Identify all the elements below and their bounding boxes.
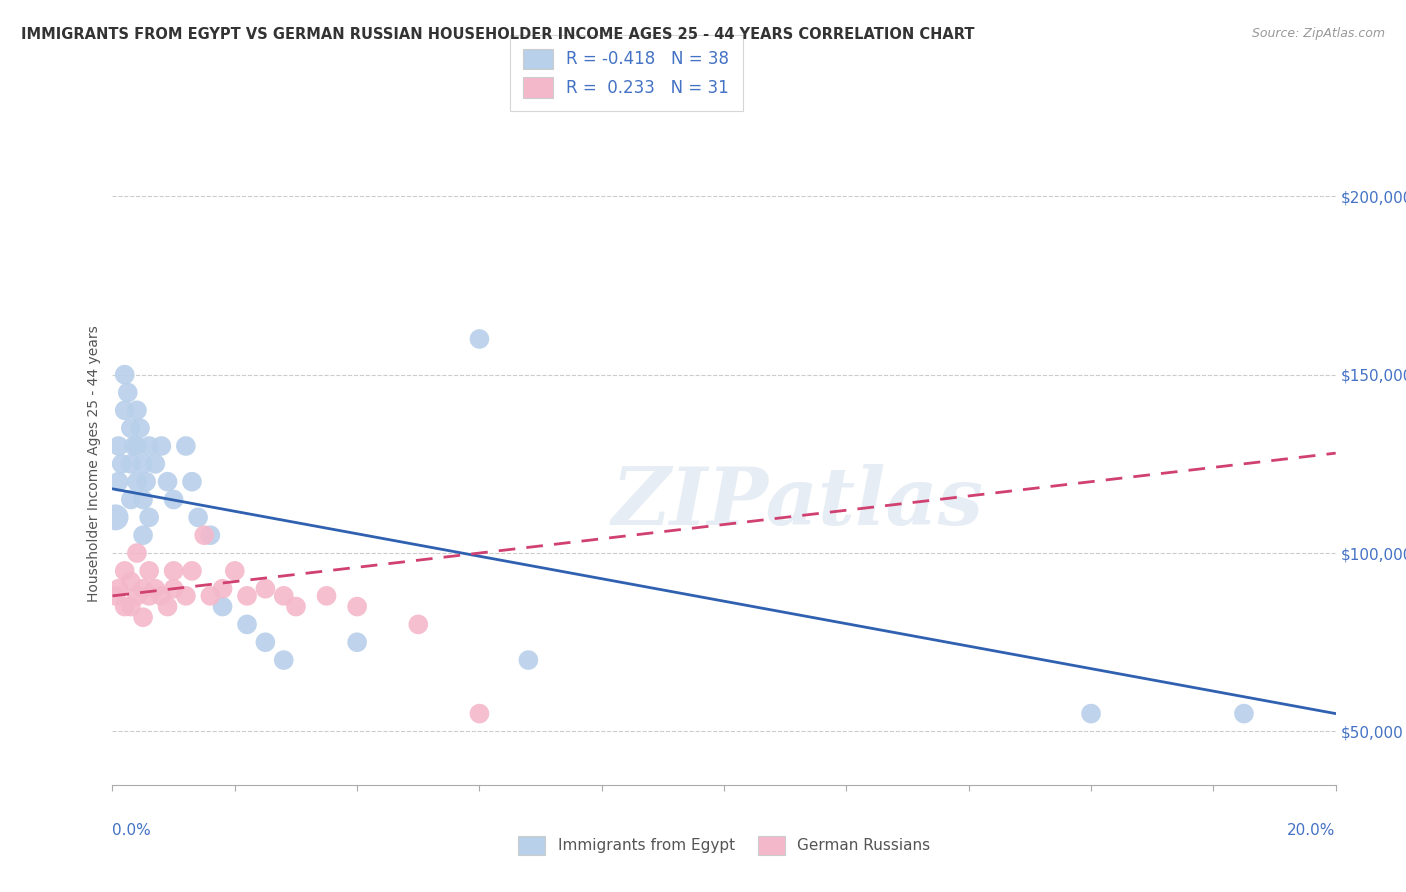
Point [117,385,139,400]
Point [1080,706,1102,721]
Point [132,457,155,471]
Point [200,589,222,603]
Point [114,564,136,578]
Point [254,582,277,596]
Point [107,439,129,453]
Point [150,439,173,453]
Point [120,574,142,589]
Point [174,589,197,603]
Y-axis label: Householder Income Ages 25 - 44 years: Householder Income Ages 25 - 44 years [87,326,101,602]
Point [135,475,157,489]
Point [236,589,259,603]
Point [138,589,160,603]
Point [284,599,308,614]
Text: ZIPatlas: ZIPatlas [612,464,984,541]
Point [132,582,155,596]
Point [120,492,142,507]
Point [193,528,215,542]
Point [114,368,136,382]
Point [125,546,148,560]
Point [120,599,142,614]
Point [1233,706,1256,721]
Text: 20.0%: 20.0% [1288,823,1336,838]
Point [254,635,277,649]
Point [236,617,259,632]
Point [132,610,155,624]
Point [163,564,186,578]
Point [211,599,233,614]
Legend: Immigrants from Egypt, German Russians: Immigrants from Egypt, German Russians [512,830,936,861]
Point [181,475,204,489]
Point [163,492,186,507]
Point [346,599,368,614]
Point [468,706,491,721]
Point [125,403,148,417]
Text: Source: ZipAtlas.com: Source: ZipAtlas.com [1251,27,1385,40]
Point [174,439,197,453]
Point [517,653,540,667]
Point [150,589,173,603]
Text: IMMIGRANTS FROM EGYPT VS GERMAN RUSSIAN HOUSEHOLDER INCOME AGES 25 - 44 YEARS CO: IMMIGRANTS FROM EGYPT VS GERMAN RUSSIAN … [21,27,974,42]
Point [143,457,166,471]
Point [120,457,142,471]
Point [104,510,127,524]
Text: 0.0%: 0.0% [112,823,152,838]
Point [132,492,155,507]
Point [129,421,152,435]
Point [224,564,246,578]
Point [125,475,148,489]
Point [138,510,160,524]
Point [114,403,136,417]
Point [111,457,134,471]
Point [468,332,491,346]
Point [163,582,186,596]
Point [107,475,129,489]
Point [187,510,209,524]
Point [143,582,166,596]
Point [104,589,127,603]
Point [125,589,148,603]
Point [156,475,179,489]
Point [273,653,295,667]
Point [273,589,295,603]
Point [138,439,160,453]
Point [346,635,368,649]
Point [125,439,148,453]
Point [408,617,430,632]
Point [132,528,155,542]
Point [211,582,233,596]
Point [315,589,337,603]
Point [156,599,179,614]
Point [138,564,160,578]
Point [114,599,136,614]
Point [122,439,145,453]
Point [107,582,129,596]
Point [120,421,142,435]
Point [181,564,204,578]
Point [200,528,222,542]
